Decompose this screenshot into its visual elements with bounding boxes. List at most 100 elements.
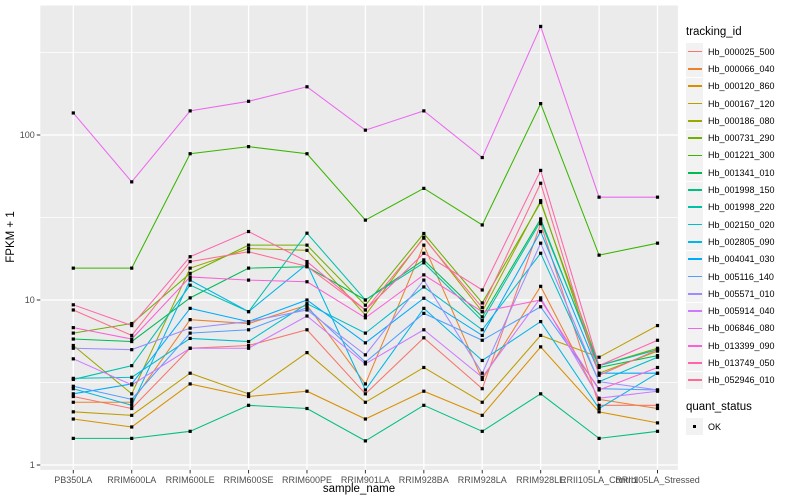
data-point	[480, 333, 484, 338]
data-point	[422, 261, 426, 265]
legend-entry-label: Hb_002805_090	[708, 236, 775, 247]
data-point	[363, 316, 367, 320]
data-point	[539, 24, 543, 29]
legend-title-tracking-id: tracking_id	[686, 26, 742, 38]
data-point	[305, 305, 309, 310]
legend-entry-label: Hb_001341_010	[708, 167, 775, 178]
legend-key	[686, 233, 703, 251]
legend-entry-label: Hb_000025_500	[708, 46, 775, 57]
legend-entry-label: Hb_001998_150	[708, 185, 775, 196]
data-point	[363, 128, 367, 132]
data-point	[363, 218, 367, 222]
x-tick-label: RRIM928LA	[458, 475, 507, 485]
legend-key-line-icon	[687, 85, 702, 88]
legend-entry: Hb_005914_040	[686, 302, 800, 320]
legend-entry: Hb_005571_010	[686, 285, 800, 303]
data-point	[480, 328, 484, 332]
data-point	[422, 231, 426, 236]
legend-entry-label: Hb_001998_220	[708, 202, 775, 213]
data-point	[305, 314, 309, 318]
data-point	[363, 353, 367, 357]
legend-entry-label: Hb_000167_120	[708, 98, 775, 109]
data-point	[246, 346, 251, 350]
legend-key	[686, 285, 703, 303]
legend-entry: Hb_013399_090	[686, 337, 800, 355]
data-point	[246, 321, 251, 326]
data-point	[539, 168, 543, 173]
data-point	[246, 99, 251, 103]
legend-key-line-icon	[687, 102, 702, 105]
data-point	[188, 371, 192, 375]
legend-key-line-icon	[687, 344, 702, 347]
legend-entry: OK	[686, 418, 800, 436]
legend-entry-label: Hb_005116_140	[708, 271, 774, 282]
data-point	[130, 337, 134, 341]
data-point	[188, 336, 192, 341]
legend-key	[686, 371, 703, 389]
data-point	[422, 389, 426, 393]
data-point	[655, 338, 660, 342]
data-point	[363, 308, 367, 312]
data-point	[305, 152, 309, 156]
data-point	[130, 413, 134, 417]
data-point	[597, 365, 601, 370]
data-point	[422, 403, 426, 407]
data-point	[480, 429, 484, 433]
data-point	[480, 413, 484, 417]
legend-entry: Hb_052946_010	[686, 371, 800, 389]
data-point	[480, 371, 484, 375]
data-point	[480, 288, 484, 292]
data-point	[363, 303, 367, 307]
legend-key	[686, 418, 703, 436]
data-point	[130, 436, 134, 440]
data-point	[130, 339, 134, 344]
data-point	[246, 310, 251, 314]
data-point	[363, 331, 367, 335]
data-point	[422, 278, 426, 282]
data-point	[188, 278, 192, 282]
legend-key	[686, 181, 703, 199]
data-point	[539, 298, 543, 302]
legend-key	[686, 354, 703, 372]
legend-key	[686, 319, 703, 337]
legend-quant-entries: OK	[686, 418, 800, 436]
data-point	[246, 246, 251, 251]
data-point	[597, 436, 601, 440]
legend-entry: Hb_001998_220	[686, 198, 800, 216]
data-point	[480, 223, 484, 227]
data-point	[246, 278, 251, 282]
data-point	[597, 371, 601, 375]
x-tick-label: RRII105LA_Stressed	[615, 475, 700, 485]
legend-title-quant-status: quant_status	[686, 400, 752, 413]
data-point	[130, 321, 134, 326]
data-point	[539, 241, 543, 245]
x-tick-label: RRIM928LE	[516, 475, 565, 485]
data-point	[363, 439, 367, 443]
legend-entry-label: Hb_005571_010	[708, 288, 775, 299]
legend-entry: Hb_000731_290	[686, 129, 800, 147]
data-point	[305, 308, 309, 312]
data-point	[422, 258, 426, 262]
legend-entry: Hb_000186_080	[686, 112, 800, 130]
legend-key	[686, 43, 703, 61]
data-point	[539, 181, 543, 185]
data-point	[130, 348, 134, 352]
data-point	[188, 266, 192, 270]
data-point	[188, 326, 192, 330]
data-point	[130, 397, 134, 401]
data-point	[188, 271, 192, 275]
data-point	[655, 365, 660, 370]
y-tick-label: 100	[20, 130, 35, 140]
data-point	[655, 429, 660, 433]
data-point	[539, 296, 543, 300]
data-point	[422, 365, 426, 370]
data-point	[363, 362, 367, 366]
data-point	[188, 259, 192, 264]
data-point	[305, 243, 309, 247]
legend-key	[686, 302, 703, 320]
data-point	[480, 377, 484, 382]
data-point	[363, 382, 367, 386]
data-point	[246, 328, 251, 332]
legend-entry-label: Hb_013399_090	[708, 340, 775, 351]
